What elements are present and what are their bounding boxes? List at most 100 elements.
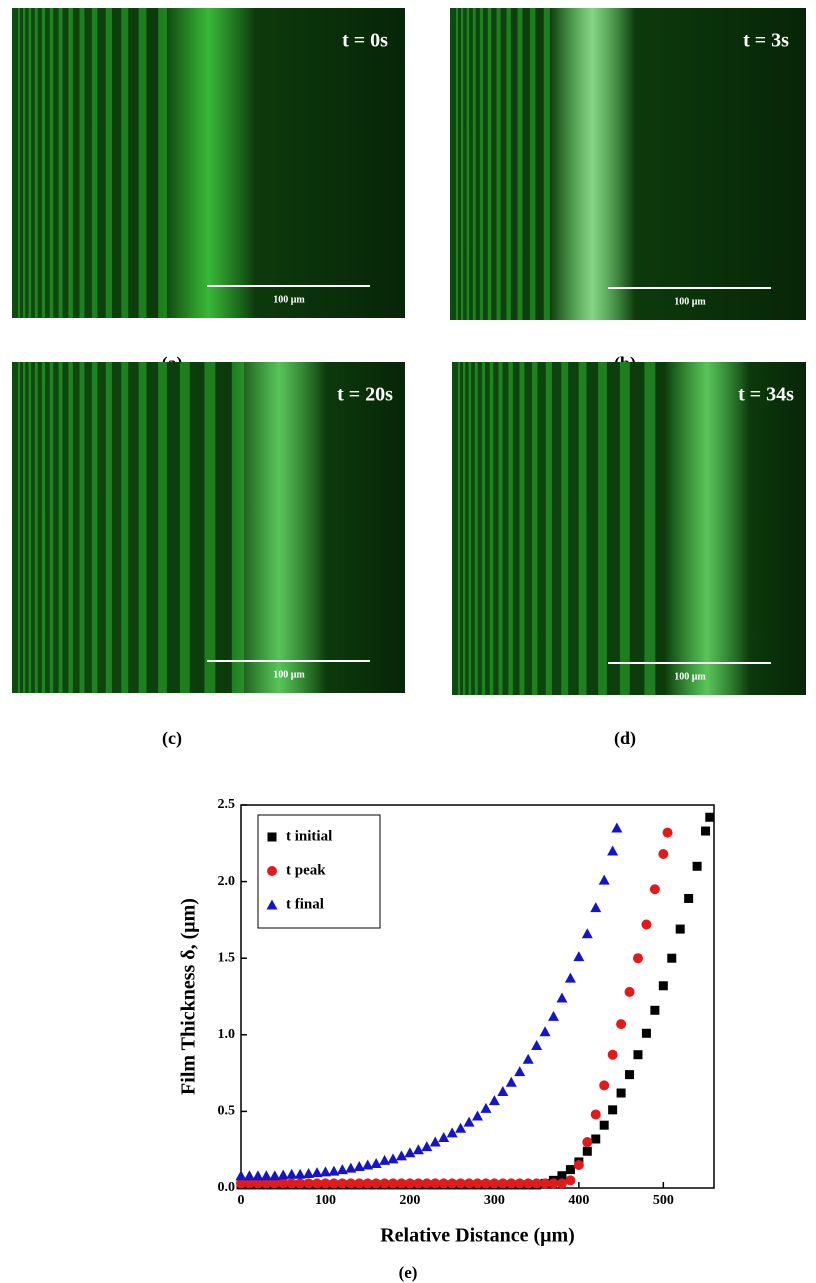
fringe — [28, 8, 32, 318]
data-point — [412, 1144, 424, 1155]
data-point — [430, 1178, 441, 1189]
data-point — [362, 1159, 374, 1170]
fringe — [598, 362, 607, 695]
data-point — [236, 1178, 246, 1189]
data-point — [455, 1178, 466, 1189]
data-point — [573, 1160, 584, 1171]
data-point — [565, 1165, 575, 1175]
fringe — [529, 8, 536, 320]
data-point — [582, 1137, 593, 1148]
micrograph — [12, 362, 405, 693]
data-point — [243, 1170, 255, 1181]
data-point — [336, 1164, 348, 1175]
fringe — [79, 8, 85, 318]
data-point — [244, 1178, 255, 1189]
time-label: t = 20s — [337, 384, 393, 406]
fringe — [79, 362, 85, 693]
fringe — [91, 362, 98, 693]
fringe — [68, 8, 73, 318]
x-tick-label: 500 — [653, 1193, 674, 1208]
data-point — [345, 1178, 356, 1189]
data-point — [345, 1162, 357, 1173]
data-point — [404, 1178, 415, 1189]
data-point — [447, 1178, 458, 1189]
data-point — [598, 874, 610, 885]
x-tick-label: 200 — [399, 1193, 420, 1208]
data-point — [556, 1178, 567, 1189]
x-tick-label: 100 — [315, 1193, 336, 1208]
x-axis-label: Relative Distance (μm) — [380, 1225, 575, 1247]
data-point — [633, 1050, 643, 1060]
data-point — [624, 986, 635, 997]
data-point — [328, 1165, 340, 1176]
data-point — [395, 1150, 407, 1161]
y-tick-label: 2.0 — [218, 874, 236, 889]
fringe — [105, 362, 112, 693]
data-point — [590, 902, 602, 913]
data-point — [514, 1178, 525, 1189]
scale-label: 100 μm — [273, 669, 305, 680]
data-point — [455, 1122, 467, 1133]
data-point — [252, 1170, 264, 1181]
data-point — [429, 1136, 441, 1147]
data-point — [489, 1178, 500, 1189]
data-point — [641, 919, 652, 930]
data-point — [294, 1168, 306, 1179]
fringe — [41, 362, 46, 693]
fringe — [41, 8, 46, 318]
fringe — [466, 8, 470, 320]
micrograph — [452, 362, 806, 695]
fringe — [463, 362, 466, 695]
data-point — [531, 1040, 543, 1051]
fringe — [23, 362, 26, 693]
scale-label: 100 μm — [674, 296, 706, 307]
data-point — [684, 893, 694, 903]
panel-label: (c) — [162, 728, 182, 749]
data-point — [488, 1095, 500, 1106]
legend-label: t peak — [286, 862, 326, 878]
legend-box — [257, 814, 381, 929]
fringe — [179, 362, 190, 693]
fringe — [121, 362, 129, 693]
x-tick-label: 300 — [484, 1193, 505, 1208]
data-point — [607, 845, 619, 856]
data-point — [658, 849, 669, 860]
data-point — [692, 861, 702, 871]
fringe — [49, 362, 54, 693]
fringe — [545, 362, 552, 695]
fringe — [517, 8, 523, 320]
fringe — [231, 362, 245, 693]
data-point — [505, 1076, 517, 1087]
data-point — [667, 953, 677, 963]
legend-marker — [267, 832, 277, 842]
data-point — [514, 1066, 526, 1077]
x-tick-label: 400 — [568, 1193, 589, 1208]
y-tick-label: 1.0 — [218, 1027, 236, 1042]
fringe — [18, 8, 20, 318]
time-label: t = 34s — [738, 384, 794, 406]
data-point — [480, 1178, 491, 1189]
data-point — [608, 1105, 618, 1115]
fringe — [474, 362, 478, 695]
data-point — [497, 1178, 508, 1189]
data-point — [396, 1178, 407, 1189]
data-point — [573, 951, 585, 962]
fringe — [578, 362, 587, 695]
fringe — [138, 8, 147, 318]
data-point — [278, 1178, 289, 1189]
legend-marker — [267, 866, 277, 876]
micrograph — [450, 8, 806, 320]
panel-label: (d) — [614, 728, 636, 749]
data-point — [581, 928, 593, 939]
legend-label: t initial — [286, 828, 332, 844]
data-point — [607, 1049, 618, 1060]
data-point — [295, 1178, 306, 1189]
fringe — [472, 8, 476, 320]
data-point — [564, 972, 576, 983]
legend-label: t final — [286, 896, 324, 912]
fringe — [496, 8, 501, 320]
data-point — [320, 1178, 331, 1189]
scale-label: 100 μm — [674, 671, 706, 682]
fringe — [489, 362, 494, 695]
fringe — [506, 8, 511, 320]
